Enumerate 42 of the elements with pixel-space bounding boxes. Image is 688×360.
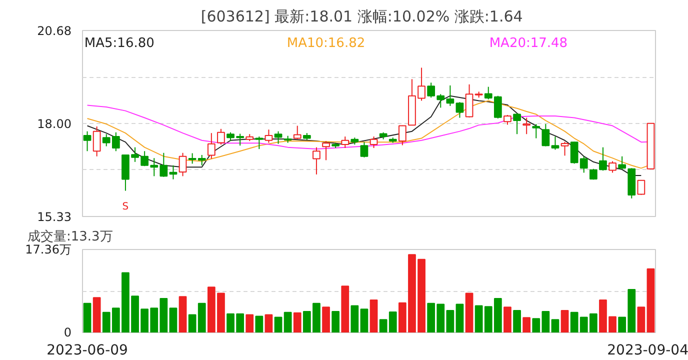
line-series bbox=[86, 95, 642, 176]
bar bbox=[551, 319, 560, 332]
bar bbox=[513, 310, 521, 332]
bar bbox=[522, 317, 531, 332]
bar bbox=[504, 306, 512, 332]
text: MA20:17.48 bbox=[489, 36, 568, 52]
candlestick bbox=[169, 164, 178, 180]
bar bbox=[322, 306, 330, 332]
bar bbox=[264, 314, 273, 332]
bar bbox=[293, 312, 302, 332]
bar bbox=[456, 304, 464, 332]
bar bbox=[255, 316, 264, 332]
bar bbox=[246, 314, 254, 332]
x-tick-label: 2023-09-04 bbox=[607, 342, 688, 358]
y-tick-label: 18.00 bbox=[37, 117, 72, 132]
annotation: S bbox=[122, 201, 129, 212]
x-tick-label: 2023-06-09 bbox=[46, 342, 128, 358]
bar bbox=[560, 310, 569, 332]
bar bbox=[332, 310, 340, 332]
chart-title: 成交量:13.3万 bbox=[28, 228, 113, 244]
bar bbox=[360, 308, 368, 332]
bar bbox=[178, 296, 187, 332]
bar bbox=[83, 302, 92, 332]
bar bbox=[646, 268, 655, 332]
text: MA5:16.80 bbox=[84, 36, 154, 52]
y-tick-label: 17.36万 bbox=[25, 242, 72, 256]
bar bbox=[92, 297, 101, 332]
candlestick bbox=[92, 126, 101, 157]
bar bbox=[169, 308, 178, 332]
bar bbox=[341, 286, 350, 332]
text: MA10:16.82 bbox=[286, 36, 366, 52]
candlestick bbox=[513, 112, 521, 135]
bar bbox=[465, 292, 474, 332]
bar bbox=[350, 305, 359, 332]
bar bbox=[284, 312, 292, 332]
y-tick-label: 20.68 bbox=[37, 24, 72, 38]
y-tick-label: 0 bbox=[64, 326, 72, 340]
bar bbox=[637, 306, 646, 332]
y-tick-label: 15.33 bbox=[37, 210, 72, 224]
bar bbox=[370, 299, 378, 332]
chart-title: [603612] 最新:18.01 涨幅:10.02% 涨跌:1.64 bbox=[200, 8, 523, 26]
bar bbox=[274, 316, 282, 332]
